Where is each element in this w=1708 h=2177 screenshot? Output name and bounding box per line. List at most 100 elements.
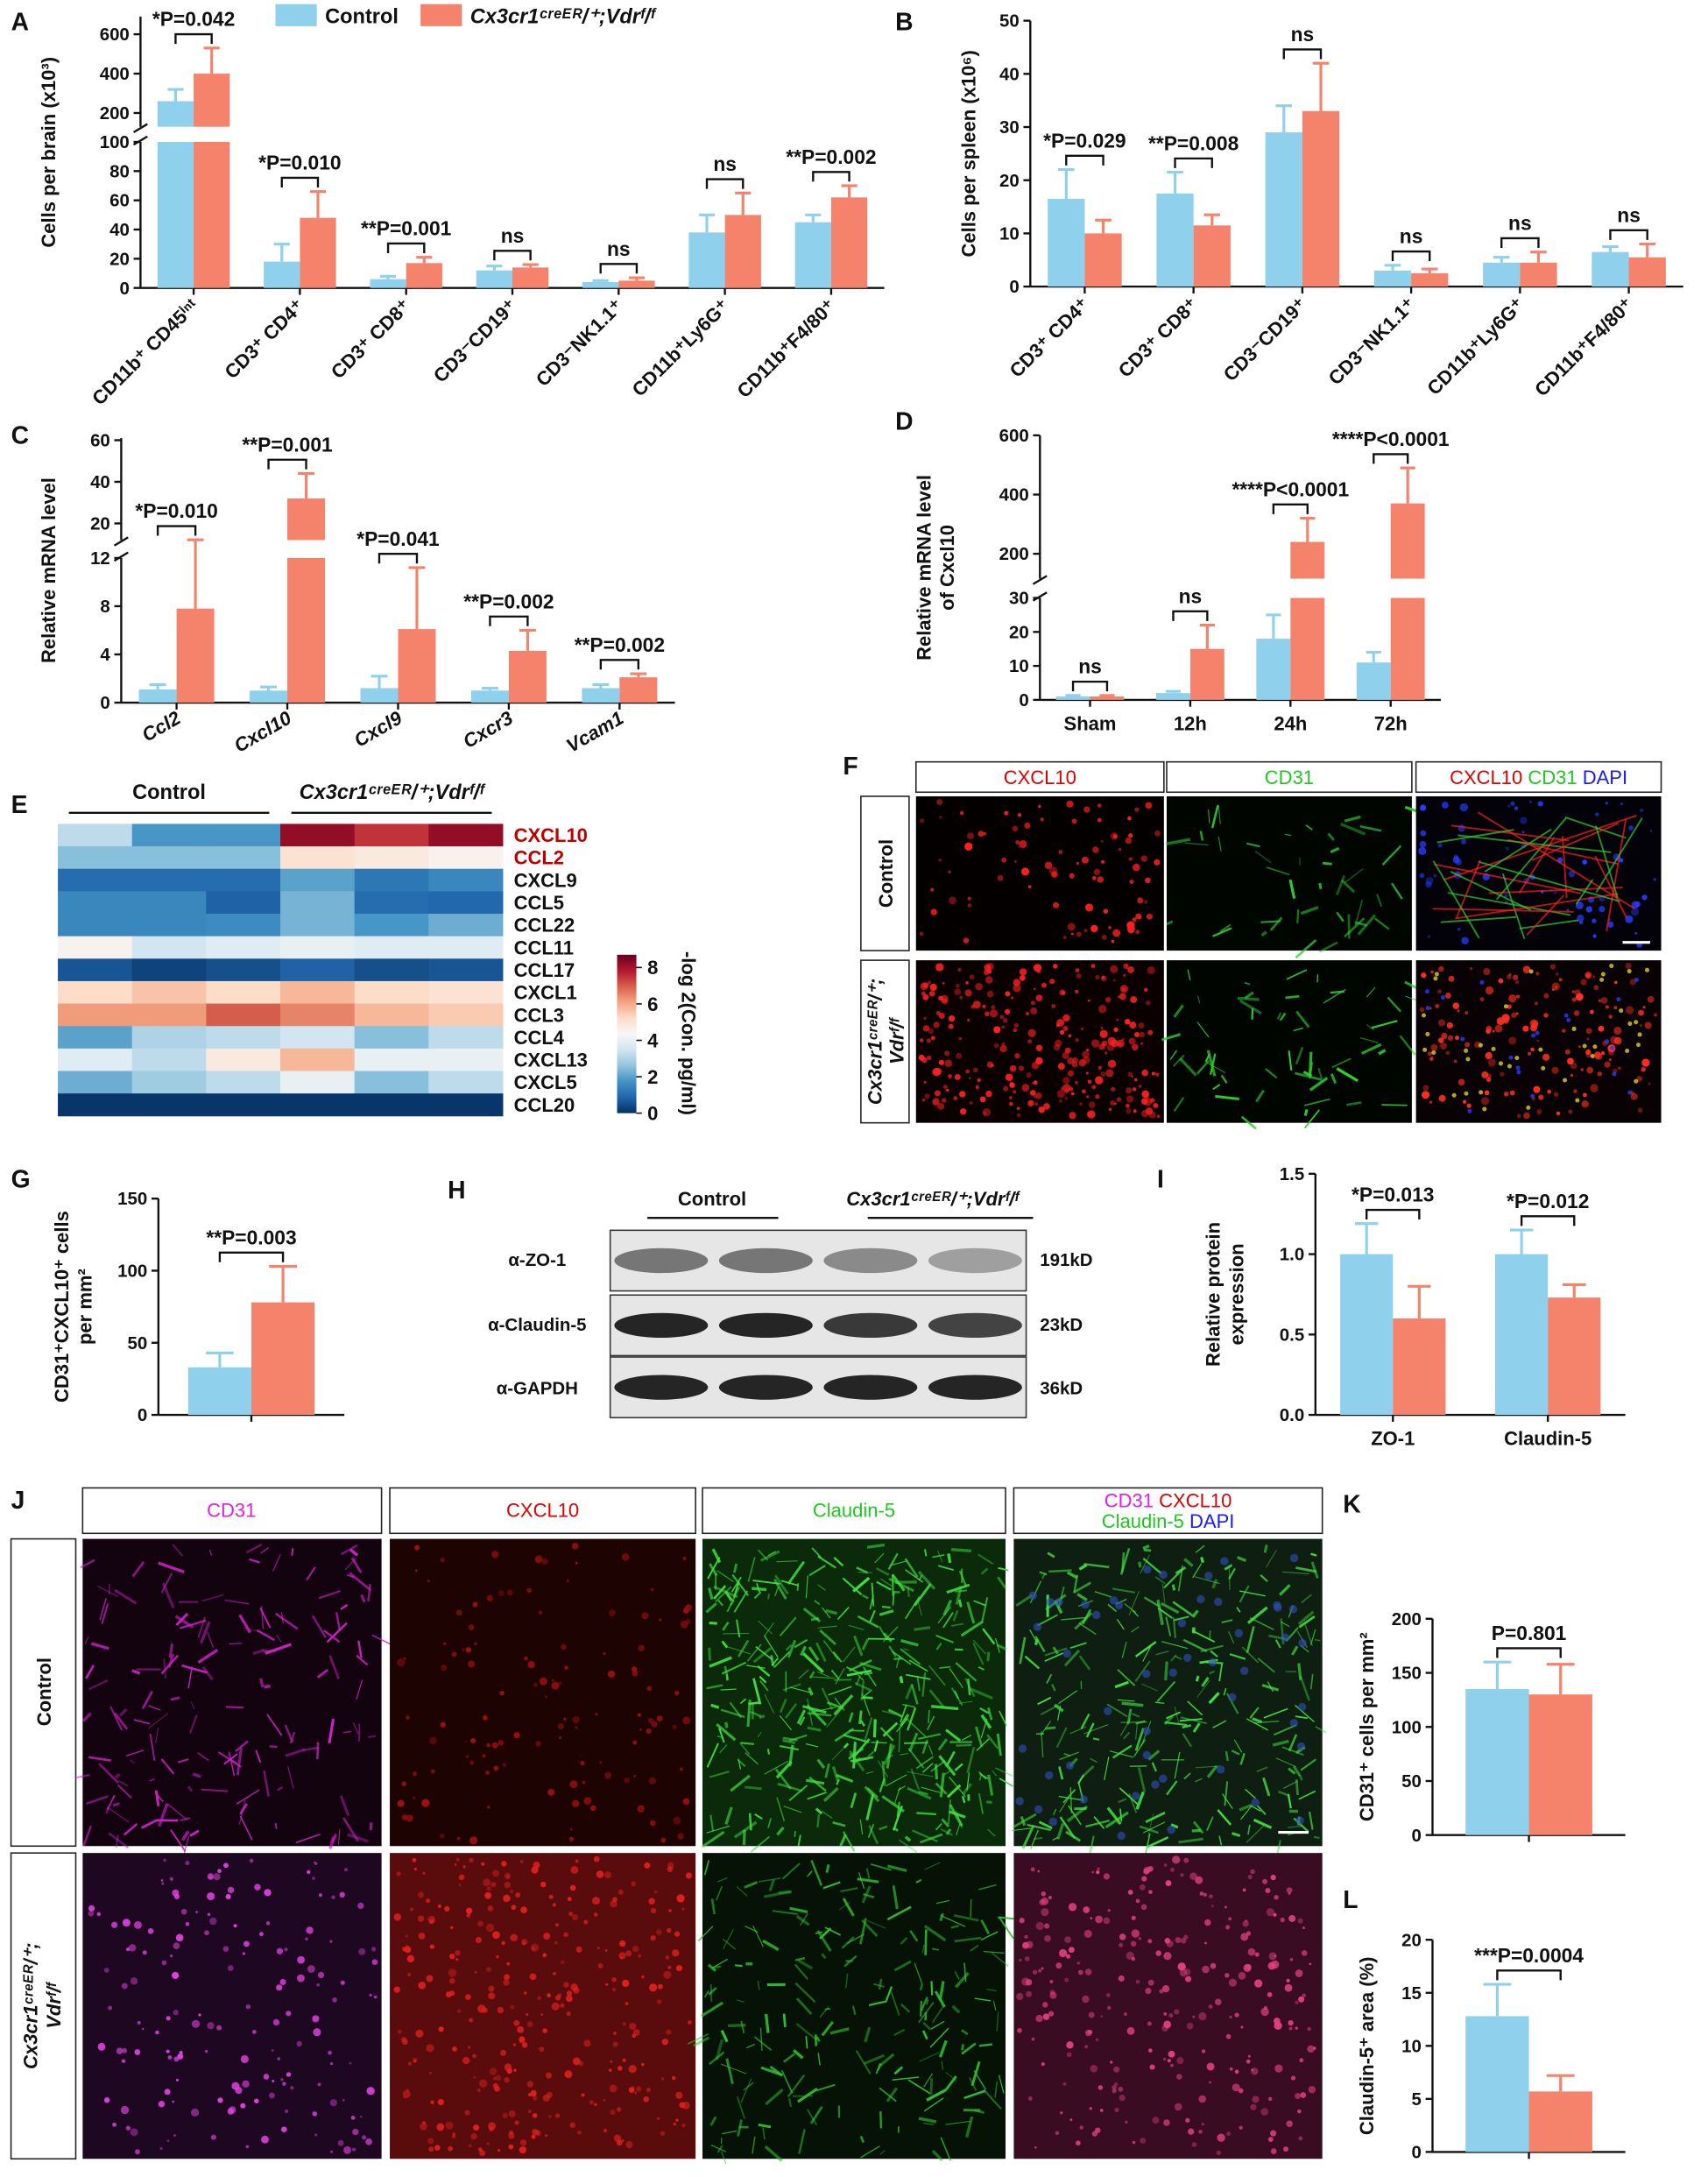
image-texture [982, 1005, 985, 1008]
image-texture [973, 1068, 978, 1073]
image-texture [1090, 964, 1095, 968]
image-texture [1091, 1871, 1094, 1874]
image-texture [1209, 1894, 1213, 1898]
image-texture [264, 1889, 271, 1896]
bar [1190, 649, 1225, 700]
image-texture [929, 984, 936, 991]
image-texture [1147, 1030, 1153, 1035]
image-texture [472, 2054, 476, 2059]
blot-band [823, 1313, 917, 1338]
image-texture [1638, 1032, 1642, 1036]
image-texture [166, 2050, 170, 2053]
image-texture [423, 1872, 426, 1875]
significance-bracket [601, 264, 637, 273]
blot-band [928, 1375, 1022, 1399]
image-texture [605, 1983, 608, 1986]
image-texture [1606, 802, 1608, 804]
significance-bracket [1173, 611, 1207, 621]
image-texture [486, 1886, 491, 1891]
image-texture [1455, 1035, 1459, 1040]
image-texture [496, 1955, 499, 1959]
image-texture [1643, 1006, 1646, 1008]
image-texture [991, 1005, 995, 1009]
image-texture [1041, 1908, 1048, 1916]
image-texture [1167, 1826, 1175, 1834]
y-tick-label: 20 [90, 514, 110, 534]
image-texture [1091, 1039, 1099, 1047]
image-texture [513, 1732, 519, 1738]
image-texture [794, 1831, 795, 1837]
image-texture [1090, 925, 1097, 932]
y-tick-label: 40 [90, 472, 110, 492]
image-texture [1112, 929, 1120, 937]
significance-label: ns [1179, 584, 1203, 607]
image-texture [520, 1860, 524, 1863]
x-tick-label: ZO-1 [1371, 1428, 1415, 1450]
colorbar [618, 955, 637, 1113]
image-texture [1648, 996, 1655, 1003]
image-texture [540, 1882, 545, 1886]
image-texture [1009, 1096, 1013, 1099]
panel-label: L [1343, 1885, 1358, 1913]
image-texture [970, 1005, 974, 1008]
image-texture [709, 1648, 710, 1661]
error-bar [629, 278, 645, 280]
heatmap-cell [206, 846, 280, 869]
image-texture [469, 1761, 474, 1765]
image-texture [1470, 967, 1472, 970]
image-texture [1449, 976, 1455, 982]
image-texture [1535, 1001, 1538, 1005]
image-texture [1422, 1085, 1429, 1091]
image-texture [1461, 937, 1469, 944]
image-texture [1264, 2006, 1267, 2010]
error-bar [519, 630, 536, 650]
image-texture [427, 1580, 430, 1582]
group-label: Cx3cr1ᶜʳᵉᴱᴿ/⁺;Vdrᶠ/ᶠ [300, 781, 487, 803]
image-texture [466, 1647, 471, 1652]
image-texture [1090, 2065, 1097, 2073]
image-texture [126, 2126, 131, 2131]
image-texture [1163, 2012, 1167, 2016]
image-texture [1079, 1795, 1087, 1803]
heatmap-cell [428, 937, 503, 959]
image-texture [1026, 1979, 1032, 1985]
image-texture [1173, 1585, 1174, 1591]
image-texture [1017, 2028, 1022, 2033]
image-texture [1464, 1092, 1468, 1096]
image-texture [1425, 989, 1429, 993]
image-texture [872, 1742, 887, 1743]
image-texture [1112, 940, 1115, 944]
image-texture [650, 1935, 655, 1940]
label-part: Claudin-5 [1102, 1510, 1184, 1532]
row-label: Vdrᶠ/ᶠ [43, 1981, 65, 2028]
image-texture [1062, 1026, 1068, 1031]
image-texture [542, 1953, 547, 1957]
image-texture [1062, 1014, 1069, 1021]
heatmap-cell [132, 1026, 207, 1049]
image-texture [440, 1834, 445, 1839]
image-texture [611, 2060, 613, 2063]
image-texture [108, 2006, 112, 2011]
image-texture [1139, 1085, 1142, 1088]
significance-label: ns [1078, 655, 1102, 678]
image-texture [1320, 883, 1321, 889]
image-texture [1631, 1093, 1638, 1100]
image-texture [498, 2007, 504, 2013]
panel-label: E [11, 790, 28, 818]
y-tick-label: 200 [100, 103, 130, 124]
bar [1391, 504, 1425, 579]
label-part: DAPI [1189, 1510, 1234, 1532]
bar [1302, 111, 1339, 286]
image-texture [1523, 1113, 1529, 1119]
heatmap-cell [280, 981, 355, 1004]
image-texture [1286, 2120, 1293, 2127]
image-texture [1110, 1596, 1118, 1604]
image-texture [1207, 2062, 1215, 2070]
image-texture [604, 1772, 611, 1779]
image-texture [1239, 2126, 1243, 2130]
image-texture [1042, 2002, 1048, 2007]
image-texture [1041, 2062, 1045, 2066]
image-texture [418, 1916, 424, 1922]
image-texture [968, 897, 971, 901]
image-texture [1250, 2104, 1256, 2110]
